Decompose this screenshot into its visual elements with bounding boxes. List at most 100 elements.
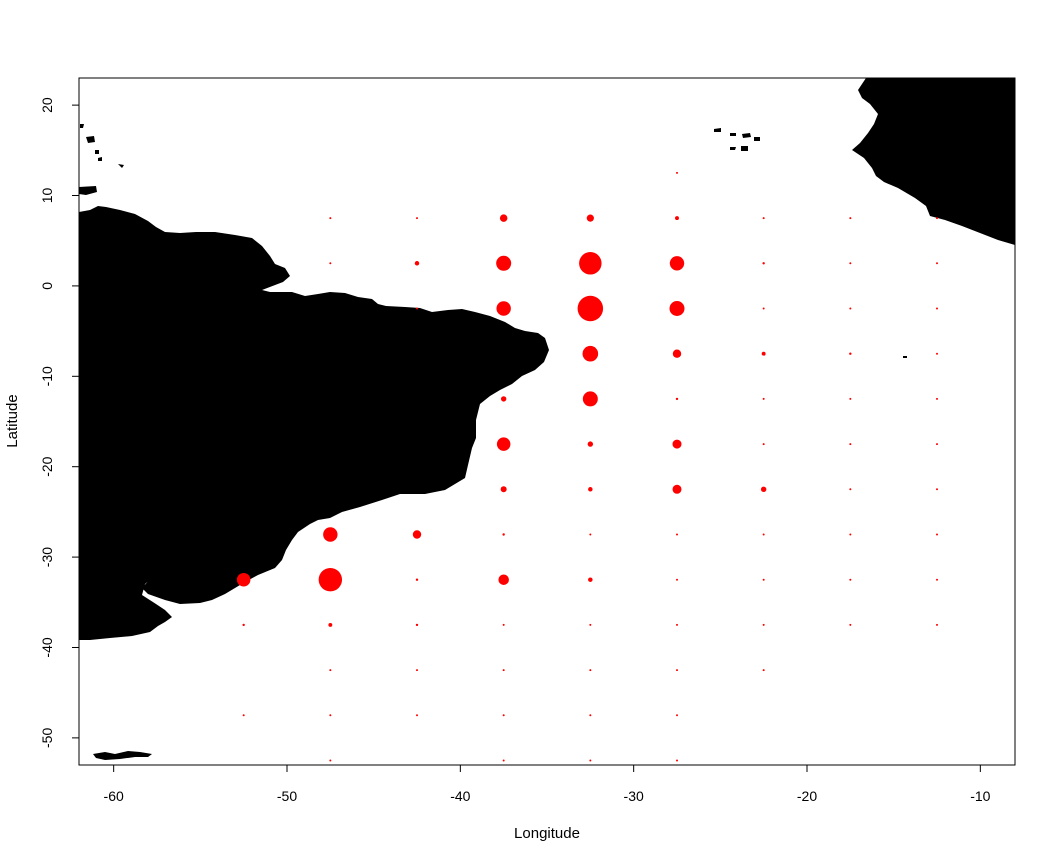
bubble-point bbox=[415, 578, 419, 581]
bubble-point bbox=[936, 488, 938, 491]
bubble-point bbox=[762, 669, 765, 672]
bubble-point bbox=[676, 171, 678, 174]
bubble-point bbox=[849, 578, 852, 581]
bubble-point bbox=[415, 623, 419, 627]
bubble-point bbox=[936, 623, 938, 626]
bubble-point bbox=[676, 669, 678, 672]
y-tick-label: 10 bbox=[39, 188, 55, 204]
bubble-point bbox=[936, 533, 938, 536]
y-tick-label: -30 bbox=[39, 547, 55, 567]
bubble-point bbox=[762, 578, 765, 581]
y-axis-title: Latitude bbox=[4, 394, 21, 447]
y-tick-label: 20 bbox=[39, 97, 55, 113]
bubble-point bbox=[502, 533, 505, 536]
bubble-point bbox=[761, 351, 766, 356]
bubble-point bbox=[329, 759, 332, 762]
bubble-point bbox=[582, 391, 598, 407]
bubble-point bbox=[849, 488, 852, 491]
bubble-point bbox=[762, 397, 765, 400]
bubble-point bbox=[589, 623, 592, 626]
bubble-point bbox=[496, 301, 511, 316]
bubble-point bbox=[582, 345, 599, 362]
bubble-point bbox=[936, 262, 938, 265]
bubble-point bbox=[589, 714, 592, 717]
land-south-america bbox=[79, 206, 549, 640]
bubble-point bbox=[849, 623, 852, 626]
bubble-point bbox=[849, 307, 852, 310]
y-tick-label: 0 bbox=[39, 282, 55, 290]
bubble-point bbox=[669, 256, 685, 271]
bubble-point bbox=[502, 714, 505, 717]
bubble-point bbox=[323, 527, 338, 542]
bubble-point bbox=[329, 217, 332, 220]
x-tick-label: -30 bbox=[624, 788, 644, 804]
bubble-point bbox=[416, 714, 418, 717]
y-axis: 20 10 0 -10 -20 -30 -40 -50 bbox=[39, 97, 79, 748]
land-falkland-islands bbox=[93, 751, 152, 760]
x-tick-label: -50 bbox=[277, 788, 297, 804]
bubble-point bbox=[416, 217, 418, 220]
bubble-point bbox=[242, 623, 245, 627]
bubble-point bbox=[936, 352, 938, 355]
bubble-point bbox=[588, 487, 593, 492]
bubble-point bbox=[242, 714, 245, 717]
bubble-point bbox=[586, 214, 594, 222]
land-mid-atlantic-islet bbox=[903, 356, 907, 358]
bubble-point bbox=[589, 759, 592, 762]
bubble-point bbox=[502, 669, 505, 672]
bubble-point bbox=[936, 578, 938, 581]
bubble-point bbox=[588, 577, 593, 582]
land-africa bbox=[852, 78, 1015, 245]
bubble-point bbox=[676, 578, 678, 581]
bubble-layer bbox=[236, 171, 938, 762]
bubble-point bbox=[500, 486, 507, 493]
bubble-point bbox=[676, 533, 678, 536]
bubble-point bbox=[496, 437, 511, 451]
land-cape-verde bbox=[714, 128, 760, 151]
bubble-point bbox=[936, 397, 938, 400]
bubble-point bbox=[675, 397, 679, 401]
bubble-point bbox=[849, 533, 852, 536]
bubble-point bbox=[328, 622, 333, 627]
bubble-point bbox=[849, 443, 852, 446]
bubble-point bbox=[936, 307, 938, 310]
bubble-point bbox=[589, 669, 592, 672]
bubble-point bbox=[587, 441, 594, 447]
bubble-point bbox=[849, 217, 852, 220]
bubble-point bbox=[500, 396, 507, 402]
bubble-point bbox=[936, 217, 938, 220]
bubble-point bbox=[589, 533, 592, 536]
bubble-point bbox=[414, 261, 420, 266]
bubble-point bbox=[760, 486, 767, 492]
bubble-point bbox=[577, 295, 604, 322]
bubble-point bbox=[579, 252, 602, 275]
bubble-point bbox=[329, 714, 332, 717]
bubble-point bbox=[502, 759, 505, 762]
x-axis-title: Longitude bbox=[514, 825, 580, 842]
x-axis: -60 -50 -40 -30 -20 -10 bbox=[104, 765, 991, 804]
bubble-point bbox=[849, 397, 852, 400]
bubble-point bbox=[762, 217, 765, 220]
y-tick-label: -50 bbox=[39, 728, 55, 748]
bubble-point bbox=[329, 669, 332, 672]
bubble-point bbox=[416, 307, 418, 310]
bubble-point bbox=[672, 439, 682, 449]
bubble-point bbox=[675, 216, 679, 221]
y-tick-label: -10 bbox=[39, 366, 55, 386]
bubble-point bbox=[329, 262, 332, 265]
bubble-point bbox=[676, 759, 678, 762]
bubble-point bbox=[412, 530, 422, 539]
y-tick-label: -40 bbox=[39, 637, 55, 657]
bubble-point bbox=[762, 443, 765, 446]
bubble-point bbox=[676, 714, 678, 717]
map-region bbox=[79, 78, 1015, 762]
bubble-point bbox=[762, 307, 765, 310]
x-tick-label: -20 bbox=[797, 788, 817, 804]
x-tick-label: -60 bbox=[104, 788, 124, 804]
bubble-point bbox=[236, 572, 251, 587]
plot-frame bbox=[78, 77, 1016, 766]
y-tick-label: -20 bbox=[39, 456, 55, 476]
bubble-point bbox=[669, 301, 685, 317]
bubble-point bbox=[318, 567, 343, 592]
